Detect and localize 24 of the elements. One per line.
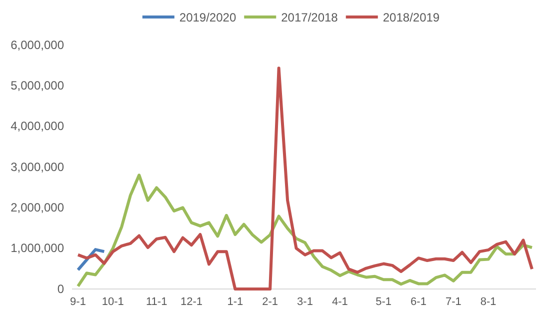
y-tick-label: 3,000,000 (10, 160, 64, 174)
y-tick-label: 6,000,000 (10, 38, 64, 52)
legend-label: 2017/2018 (281, 10, 338, 24)
y-tick-label: 1,000,000 (10, 241, 64, 256)
x-tick-label: 7-1 (445, 296, 462, 308)
y-tick-label: 0 (57, 282, 64, 296)
line-series (76, 174, 534, 288)
x-tick-label: 9-1 (70, 296, 86, 308)
line-series (76, 66, 534, 290)
x-tick-label: 5-1 (376, 296, 392, 308)
x-tick-label: 4-1 (332, 296, 348, 308)
x-tick-label: 8-1 (480, 296, 496, 308)
x-tick-label: 3-1 (297, 296, 313, 308)
x-tick-label: 11-1 (146, 296, 168, 308)
x-tick-label: 6-1 (410, 296, 426, 308)
legend-label: 2018/2019 (382, 10, 440, 24)
y-tick-label: 4,000,000 (10, 119, 64, 134)
y-tick-label: 2,000,000 (10, 200, 64, 215)
x-tick-label: 10-1 (102, 296, 124, 308)
x-tick-label: 2-1 (262, 296, 278, 308)
x-tick-label: 1-1 (227, 296, 244, 308)
legend-label: 2019/2020 (179, 10, 236, 24)
y-tick-label: 5,000,000 (10, 78, 64, 93)
x-tick-label: 12-1 (180, 296, 203, 308)
